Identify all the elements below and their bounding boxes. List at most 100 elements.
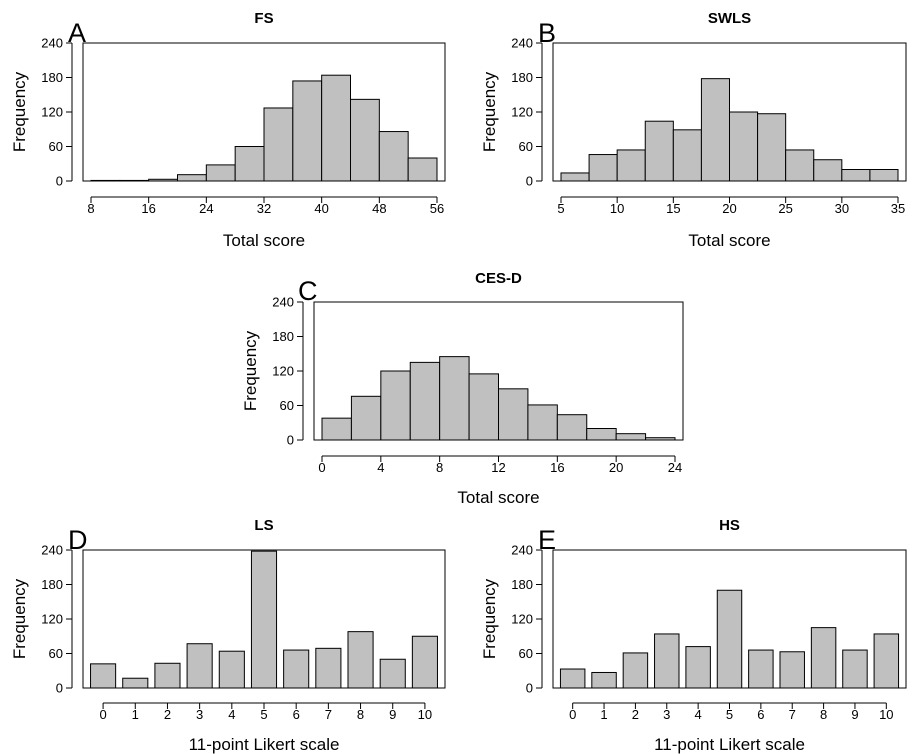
x-tick-label: 3 bbox=[196, 707, 203, 722]
x-tick-label: 56 bbox=[430, 201, 444, 216]
bar bbox=[685, 646, 711, 689]
bar bbox=[283, 649, 310, 689]
y-tick-label: 240 bbox=[511, 36, 533, 51]
y-tick-label: 180 bbox=[272, 329, 294, 344]
histogram-bar bbox=[439, 356, 470, 441]
bar bbox=[716, 589, 743, 689]
x-tick-label: 48 bbox=[372, 201, 386, 216]
bar bbox=[218, 650, 245, 689]
x-axis-label: 11-point Likert scale bbox=[189, 735, 340, 754]
y-tick-label: 240 bbox=[511, 543, 533, 558]
histogram-bar bbox=[90, 179, 121, 182]
histogram-bar bbox=[841, 169, 871, 182]
y-tick-label: 60 bbox=[49, 646, 63, 661]
bar bbox=[559, 668, 586, 689]
x-tick-label: 12 bbox=[491, 460, 505, 475]
histogram-bar bbox=[321, 74, 351, 182]
y-tick-label: 120 bbox=[511, 105, 533, 120]
y-tick-label: 180 bbox=[41, 70, 63, 85]
y-tick-label: 60 bbox=[519, 646, 533, 661]
bar bbox=[622, 652, 649, 689]
y-axis-label: Frequency bbox=[10, 578, 29, 659]
x-tick-label: 2 bbox=[632, 707, 639, 722]
histogram-bar bbox=[616, 149, 646, 182]
histogram-bar bbox=[700, 78, 731, 182]
x-tick-label: 40 bbox=[314, 201, 328, 216]
x-tick-label: 10 bbox=[879, 707, 893, 722]
histogram-bar bbox=[292, 80, 323, 182]
y-tick-label: 180 bbox=[511, 577, 533, 592]
x-tick-label: 8 bbox=[436, 460, 443, 475]
histogram-bar bbox=[263, 107, 294, 182]
panel-title: HS bbox=[719, 517, 740, 534]
histogram-bar bbox=[321, 417, 352, 441]
histogram-bar bbox=[148, 178, 179, 182]
bar bbox=[591, 671, 617, 689]
histogram-bar bbox=[813, 159, 843, 182]
bar bbox=[411, 635, 438, 689]
x-tick-label: 3 bbox=[663, 707, 670, 722]
histogram-bar bbox=[380, 370, 411, 441]
x-tick-label: 24 bbox=[668, 460, 682, 475]
histogram-bar bbox=[119, 179, 150, 182]
x-tick-label: 24 bbox=[199, 201, 213, 216]
histogram-bar bbox=[672, 129, 702, 182]
y-axis-label: Frequency bbox=[480, 71, 499, 152]
bar bbox=[347, 631, 374, 689]
bar bbox=[873, 633, 900, 689]
histogram-bar bbox=[498, 388, 529, 441]
histogram-bar bbox=[785, 149, 815, 182]
panel-e: 0 60 120 180 240 Frequency 0 1 2 3 4 5 6 7 8 9 10 11-poin… bbox=[480, 517, 907, 754]
panel-label: C bbox=[298, 276, 318, 306]
histogram-bar bbox=[729, 111, 759, 182]
y-tick-label: 0 bbox=[56, 174, 63, 189]
x-tick-label: 0 bbox=[569, 707, 576, 722]
x-tick-label: 16 bbox=[550, 460, 564, 475]
panel-label: B bbox=[538, 18, 556, 48]
histogram-bar bbox=[586, 428, 617, 441]
panel-title: FS bbox=[254, 10, 273, 27]
y-tick-label: 180 bbox=[511, 70, 533, 85]
y-axis-label: Frequency bbox=[480, 578, 499, 659]
x-tick-label: 0 bbox=[318, 460, 325, 475]
y-tick-label: 120 bbox=[272, 364, 294, 379]
bar bbox=[90, 663, 117, 689]
y-tick-label: 0 bbox=[526, 174, 533, 189]
x-tick-label: 6 bbox=[757, 707, 764, 722]
x-axis-label: Total score bbox=[688, 231, 770, 250]
x-tick-label: 20 bbox=[722, 201, 736, 216]
y-tick-label: 120 bbox=[511, 612, 533, 627]
panel-d: 0 60 120 180 240 Frequency 0 1 2 3 4 5 6 7 8 9 10 11-poin… bbox=[10, 517, 446, 754]
histogram-bar bbox=[869, 169, 899, 182]
bar bbox=[748, 649, 774, 689]
x-tick-label: 8 bbox=[820, 707, 827, 722]
x-tick-label: 8 bbox=[87, 201, 94, 216]
y-tick-label: 180 bbox=[41, 577, 63, 592]
x-tick-label: 15 bbox=[666, 201, 680, 216]
y-tick-label: 120 bbox=[41, 105, 63, 120]
bar bbox=[810, 627, 837, 689]
bar bbox=[250, 550, 278, 689]
x-tick-label: 25 bbox=[778, 201, 792, 216]
histogram-bar bbox=[378, 131, 409, 182]
x-axis-label: Total score bbox=[223, 231, 305, 250]
x-tick-label: 5 bbox=[557, 201, 564, 216]
bar bbox=[154, 662, 181, 689]
y-axis-label: Frequency bbox=[10, 71, 29, 152]
x-tick-label: 32 bbox=[257, 201, 271, 216]
x-tick-label: 0 bbox=[99, 707, 106, 722]
histogram-bar bbox=[407, 157, 438, 182]
y-tick-label: 240 bbox=[41, 543, 63, 558]
histogram-bar bbox=[350, 98, 380, 182]
bar bbox=[779, 651, 805, 689]
x-tick-label: 4 bbox=[228, 707, 235, 722]
histogram-bar bbox=[350, 395, 382, 441]
x-tick-label: 20 bbox=[609, 460, 623, 475]
y-tick-label: 240 bbox=[272, 295, 294, 310]
y-tick-label: 120 bbox=[41, 612, 63, 627]
x-tick-label: 9 bbox=[851, 707, 858, 722]
histogram-bar bbox=[409, 361, 441, 441]
panel-label: E bbox=[538, 525, 556, 555]
panel-b: 0 60 120 180 240 Frequency 5 10 15 20 25 30 35 Total … bbox=[480, 10, 907, 250]
x-tick-label: 10 bbox=[610, 201, 624, 216]
